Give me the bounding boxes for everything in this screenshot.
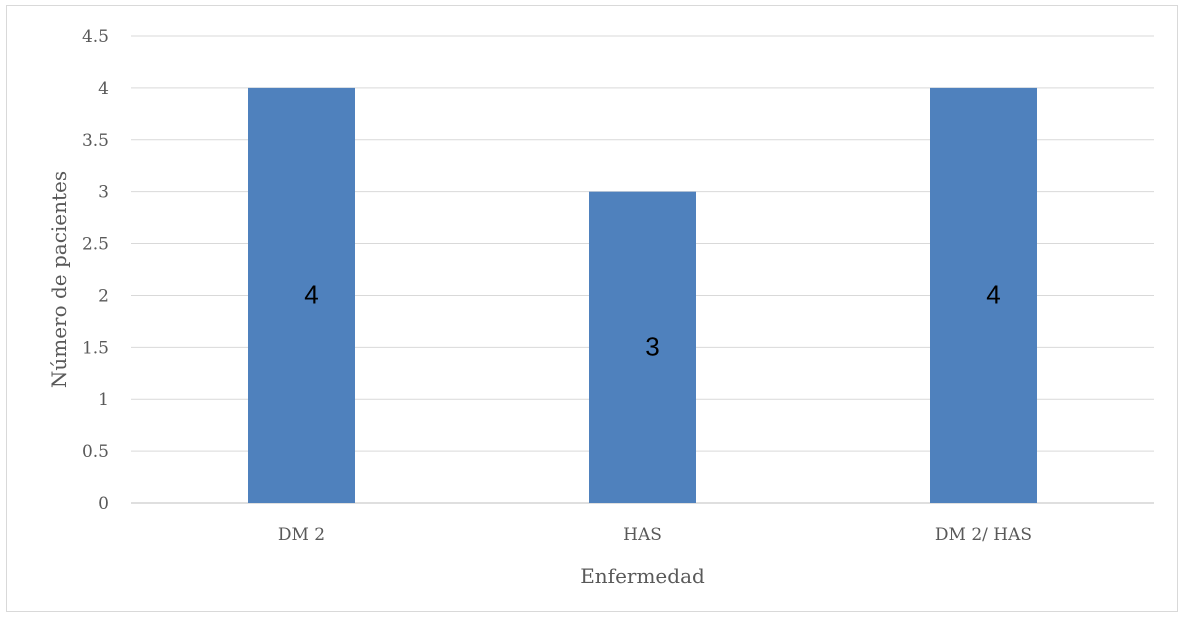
bar	[589, 191, 696, 503]
data-label: 4	[986, 279, 1000, 309]
y-axis-ticks: 0 0.5 1 1.5 2 2.5 3 3.5 4 4.5	[82, 27, 109, 514]
data-label: 4	[304, 279, 318, 309]
x-axis-ticks: DM 2 HAS DM 2/ HAS	[278, 525, 1032, 545]
data-label: 3	[645, 331, 659, 361]
y-tick-label: 3.5	[82, 131, 109, 151]
y-tick-label: 4	[98, 79, 109, 99]
y-tick-label: 0.5	[82, 442, 109, 462]
bars	[248, 87, 1037, 503]
y-tick-label: 2.5	[82, 235, 109, 255]
y-axis-title: Número de pacientes	[47, 171, 71, 388]
y-tick-label: 1	[98, 390, 109, 410]
bar	[930, 87, 1037, 503]
y-tick-label: 4.5	[82, 27, 109, 47]
x-tick-label: HAS	[623, 525, 662, 545]
y-tick-label: 2	[98, 286, 109, 306]
y-tick-label: 0	[98, 494, 109, 514]
bar	[248, 87, 355, 503]
x-tick-label: DM 2	[278, 525, 325, 545]
x-axis-title: Enfermedad	[580, 564, 705, 588]
y-tick-label: 1.5	[82, 338, 109, 358]
y-tick-label: 3	[98, 183, 109, 203]
x-tick-label: DM 2/ HAS	[935, 525, 1032, 545]
data-labels: 4 3 4	[304, 279, 1000, 361]
